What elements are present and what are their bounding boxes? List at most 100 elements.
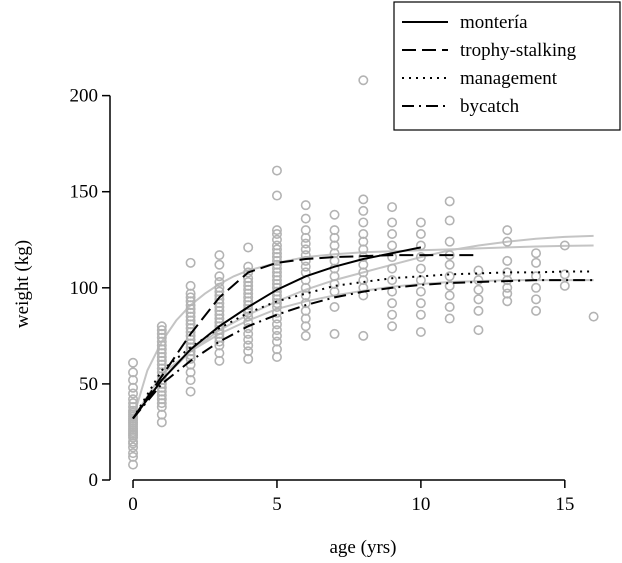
- data-point: [559, 269, 570, 280]
- data-point: [243, 340, 254, 351]
- data-point: [300, 261, 311, 272]
- legend-box: [393, 1, 621, 131]
- data-point: [300, 213, 311, 224]
- data-point: [156, 325, 167, 336]
- x-tick-label: 0: [128, 494, 138, 515]
- data-point: [358, 205, 369, 216]
- data-point: [271, 330, 282, 341]
- data-point: [185, 257, 196, 268]
- data-point: [415, 217, 426, 228]
- data-point: [444, 280, 455, 291]
- data-point: [243, 346, 254, 357]
- data-point: [415, 298, 426, 309]
- data-point: [358, 330, 369, 341]
- x-tick-label: 5: [272, 494, 282, 515]
- data-point: [128, 388, 139, 399]
- legend-label: management: [460, 68, 558, 89]
- data-point: [473, 284, 484, 295]
- data-point: [271, 240, 282, 251]
- data-point: [531, 294, 542, 305]
- series-line-solid: [132, 246, 422, 420]
- data-point: [415, 309, 426, 320]
- data-point: [243, 277, 254, 288]
- data-point: [444, 236, 455, 247]
- y-tick-label: 100: [70, 278, 99, 299]
- data-point: [271, 165, 282, 176]
- data-point: [271, 225, 282, 236]
- data-point: [502, 288, 513, 299]
- data-point: [243, 273, 254, 284]
- data-point: [387, 275, 398, 286]
- data-point: [415, 240, 426, 251]
- data-point: [271, 234, 282, 245]
- data-point: [214, 259, 225, 270]
- data-point: [415, 263, 426, 274]
- data-point: [444, 290, 455, 301]
- data-point: [300, 200, 311, 211]
- data-point: [502, 225, 513, 236]
- data-point: [214, 271, 225, 282]
- data-point: [559, 240, 570, 251]
- data-point: [128, 451, 139, 462]
- data-point: [387, 217, 398, 228]
- data-point: [329, 225, 340, 236]
- x-axis-label: age (yrs): [330, 537, 397, 558]
- data-point: [387, 202, 398, 213]
- data-point: [387, 263, 398, 274]
- data-point: [444, 302, 455, 313]
- data-point: [214, 282, 225, 293]
- data-point: [358, 194, 369, 205]
- data-point: [300, 238, 311, 249]
- data-point: [473, 325, 484, 336]
- data-point: [300, 225, 311, 236]
- data-point: [329, 209, 340, 220]
- data-point: [444, 259, 455, 270]
- band-line: [132, 234, 594, 420]
- data-point: [387, 321, 398, 332]
- data-point: [473, 275, 484, 286]
- band-layer: [132, 234, 594, 420]
- data-point: [214, 277, 225, 288]
- data-point: [128, 442, 139, 453]
- y-tick-label: 50: [79, 374, 98, 395]
- y-tick-label: 0: [89, 470, 99, 491]
- data-point: [358, 75, 369, 86]
- data-point: [214, 250, 225, 261]
- data-point: [473, 294, 484, 305]
- y-tick-label: 150: [70, 182, 99, 203]
- data-point: [473, 265, 484, 276]
- data-point: [128, 357, 139, 368]
- data-point: [271, 313, 282, 324]
- data-point: [243, 267, 254, 278]
- data-point: [271, 244, 282, 255]
- data-point: [128, 394, 139, 405]
- data-point: [531, 282, 542, 293]
- data-point: [243, 242, 254, 253]
- data-point: [243, 261, 254, 272]
- data-point: [128, 367, 139, 378]
- data-point: [300, 244, 311, 255]
- data-point: [387, 240, 398, 251]
- data-point: [387, 228, 398, 239]
- y-axis-label: weight (kg): [12, 240, 33, 328]
- data-point: [271, 307, 282, 318]
- legend-label: trophy-stalking: [460, 40, 577, 61]
- data-point: [444, 215, 455, 226]
- data-point: [415, 327, 426, 338]
- data-point: [358, 217, 369, 228]
- data-point: [243, 334, 254, 345]
- data-point: [358, 228, 369, 239]
- data-point: [502, 255, 513, 266]
- data-point: [531, 248, 542, 259]
- data-point: [214, 286, 225, 297]
- x-tick-label: 10: [411, 494, 430, 515]
- data-point: [387, 298, 398, 309]
- data-point: [444, 196, 455, 207]
- data-point: [444, 271, 455, 282]
- data-point: [243, 328, 254, 339]
- y-tick-label: 200: [70, 86, 99, 107]
- data-point: [588, 311, 599, 322]
- x-tick-label: 15: [555, 494, 574, 515]
